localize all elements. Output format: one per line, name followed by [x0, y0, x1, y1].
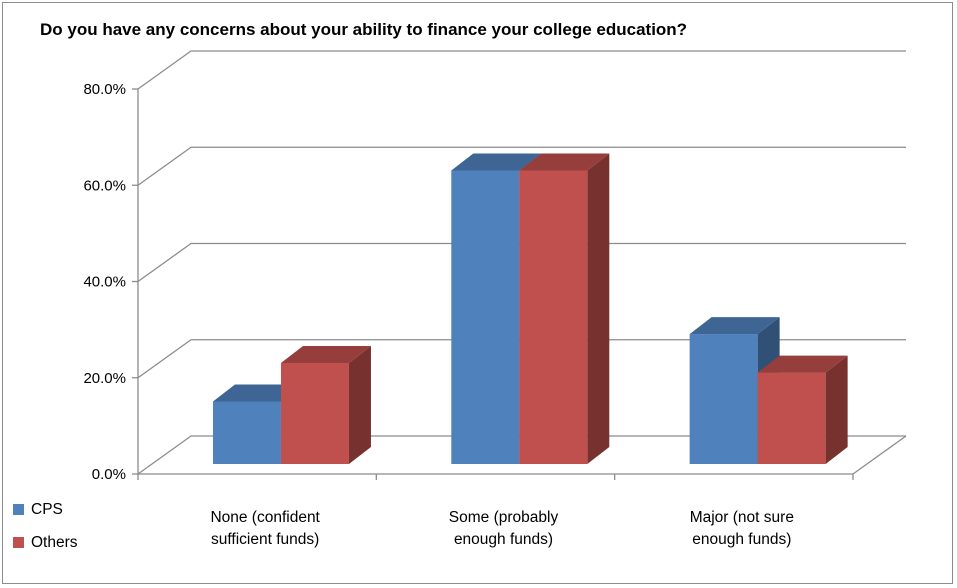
- bar-cps-2: [689, 317, 780, 464]
- gridline: [137, 435, 906, 475]
- gridline: [137, 242, 906, 283]
- bar-front: [212, 401, 281, 464]
- bar-side: [348, 345, 371, 464]
- bar-chart: Do you have any concerns about your abil…: [13, 20, 907, 551]
- legend-label-cps: CPS: [31, 501, 63, 518]
- bar-front: [689, 334, 758, 464]
- bar-others-1: [519, 153, 610, 464]
- gridline: [137, 50, 906, 90]
- category-label: enough funds): [454, 531, 553, 548]
- category-label: Major (not sure: [690, 509, 794, 526]
- y-tick-label: 80.0%: [83, 81, 126, 98]
- chart-walls: [132, 50, 907, 480]
- floor-right-edge: [852, 435, 907, 475]
- category-label: Some (probably: [449, 509, 559, 526]
- bar-top: [689, 317, 780, 335]
- category-label: None (confident: [210, 509, 320, 526]
- bar-top: [451, 153, 542, 171]
- legend-swatch-cps: [13, 504, 24, 515]
- bars: [212, 153, 848, 464]
- category-labels: None (confident sufficient funds) Some (pr…: [210, 509, 794, 548]
- bar-top: [212, 384, 303, 402]
- bar-top: [280, 345, 371, 363]
- bar-top: [519, 153, 610, 171]
- category-label: enough funds): [692, 531, 791, 548]
- legend-label-others: Others: [31, 534, 78, 551]
- bar-others-2: [757, 355, 848, 464]
- bar-others-0: [280, 345, 371, 464]
- y-axis-ticks: 0.0% 20.0% 40.0% 60.0% 80.0%: [83, 81, 126, 483]
- bar-front: [451, 170, 520, 464]
- y-tick-label: 20.0%: [83, 370, 126, 387]
- legend-swatch-others: [13, 537, 24, 548]
- gridline: [137, 146, 906, 186]
- bar-side: [587, 153, 610, 464]
- category-label: sufficient funds): [211, 531, 319, 548]
- bar-top: [757, 355, 848, 373]
- bar-front: [757, 372, 826, 464]
- legend: CPS Others: [13, 501, 78, 551]
- bar-side: [825, 355, 848, 464]
- gridline: [137, 339, 906, 379]
- chart-title: Do you have any concerns about your abil…: [40, 20, 687, 39]
- y-tick-label: 40.0%: [83, 274, 126, 291]
- y-tick-label: 0.0%: [92, 466, 126, 483]
- bar-front: [280, 362, 349, 464]
- bar-front: [519, 170, 588, 464]
- y-tick-label: 60.0%: [83, 177, 126, 194]
